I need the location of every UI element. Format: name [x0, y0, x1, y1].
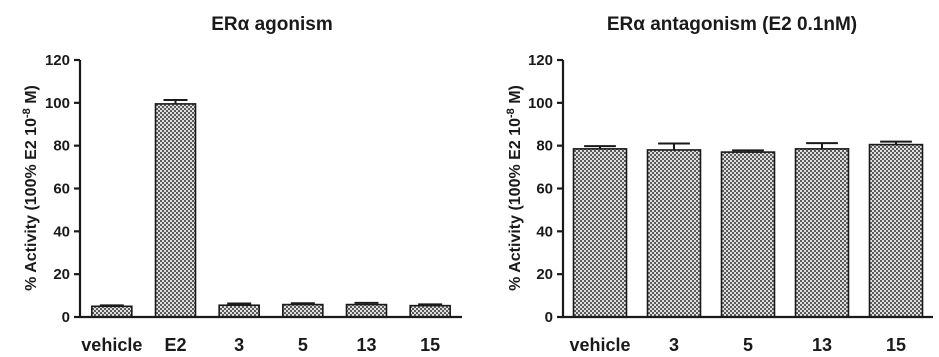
error-bar-E2 — [163, 99, 188, 104]
error-bar-vehicle — [99, 304, 124, 307]
y-axis-label: % Activity (100% E2 10-8 M) — [505, 85, 524, 291]
bar-E2 — [154, 103, 197, 318]
y-tick-label: 100 — [45, 95, 70, 112]
x-tick-label: 3 — [234, 335, 244, 355]
x-tick-label: 13 — [356, 335, 376, 355]
y-tick-label: 60 — [536, 181, 553, 198]
x-tick-label: E2 — [164, 335, 186, 355]
bars — [91, 99, 451, 318]
y-tick-label: 20 — [53, 266, 70, 283]
y-tick-label: 60 — [53, 181, 70, 198]
x-tick-label: 5 — [743, 335, 753, 355]
error-bar-5 — [290, 302, 315, 305]
bar-vehicle — [91, 305, 133, 318]
bar-15 — [868, 143, 924, 318]
y-axis-ticks: 0 20 40 60 80 100 120 — [45, 52, 80, 326]
x-tick-label: 5 — [298, 335, 308, 355]
y-tick-label: 40 — [53, 223, 70, 240]
axes — [561, 60, 933, 319]
x-tick-label: vehicle — [569, 335, 630, 355]
x-tick-label: 15 — [886, 335, 906, 355]
x-tick-label: vehicle — [81, 335, 142, 355]
y-tick-label: 120 — [528, 52, 553, 69]
error-bar-13 — [806, 142, 838, 149]
error-bar-15 — [418, 303, 443, 306]
x-tick-label: 15 — [420, 335, 440, 355]
error-bar-3 — [658, 142, 690, 150]
x-axis-labels: vehicle 3 5 13 15 — [569, 335, 906, 355]
y-axis-ticks: 0 20 40 60 80 100 120 — [528, 52, 563, 326]
bar-3 — [646, 149, 702, 318]
bars — [572, 140, 924, 318]
y-tick-label: 0 — [62, 309, 70, 326]
y-tick-label: 20 — [536, 266, 553, 283]
x-tick-label: 3 — [669, 335, 679, 355]
bar-13 — [345, 303, 388, 318]
axes — [78, 60, 462, 319]
bar-15 — [409, 304, 451, 318]
chart-title: ERα agonism — [211, 14, 332, 35]
y-tick-label: 100 — [528, 95, 553, 112]
y-tick-label: 80 — [53, 138, 70, 155]
bar-3 — [218, 304, 260, 318]
error-bar-13 — [354, 301, 379, 305]
chart-title: ERα antagonism (E2 0.1nM) — [607, 14, 857, 35]
bar-5 — [282, 303, 324, 318]
antagonism-panel: ERα antagonism (E2 0.1nM) % Activity (10… — [505, 14, 933, 355]
y-tick-label: 40 — [536, 223, 553, 240]
y-axis-label: % Activity (100% E2 10-8 M) — [21, 85, 40, 291]
bar-13 — [794, 148, 850, 318]
bar-5 — [720, 151, 776, 318]
error-bar-3 — [227, 302, 252, 306]
error-bar-5 — [732, 149, 764, 153]
y-tick-label: 80 — [536, 138, 553, 155]
error-bar-15 — [880, 140, 912, 145]
y-tick-label: 120 — [45, 52, 70, 69]
bar-vehicle — [572, 148, 628, 318]
x-axis-labels: vehicle E2 3 5 13 15 — [81, 335, 440, 355]
x-tick-label: 13 — [812, 335, 832, 355]
agonism-panel: ERα agonism % Activity (100% E2 10-8 M) … — [21, 14, 462, 355]
error-bar-vehicle — [584, 145, 616, 149]
y-tick-label: 0 — [545, 309, 553, 326]
